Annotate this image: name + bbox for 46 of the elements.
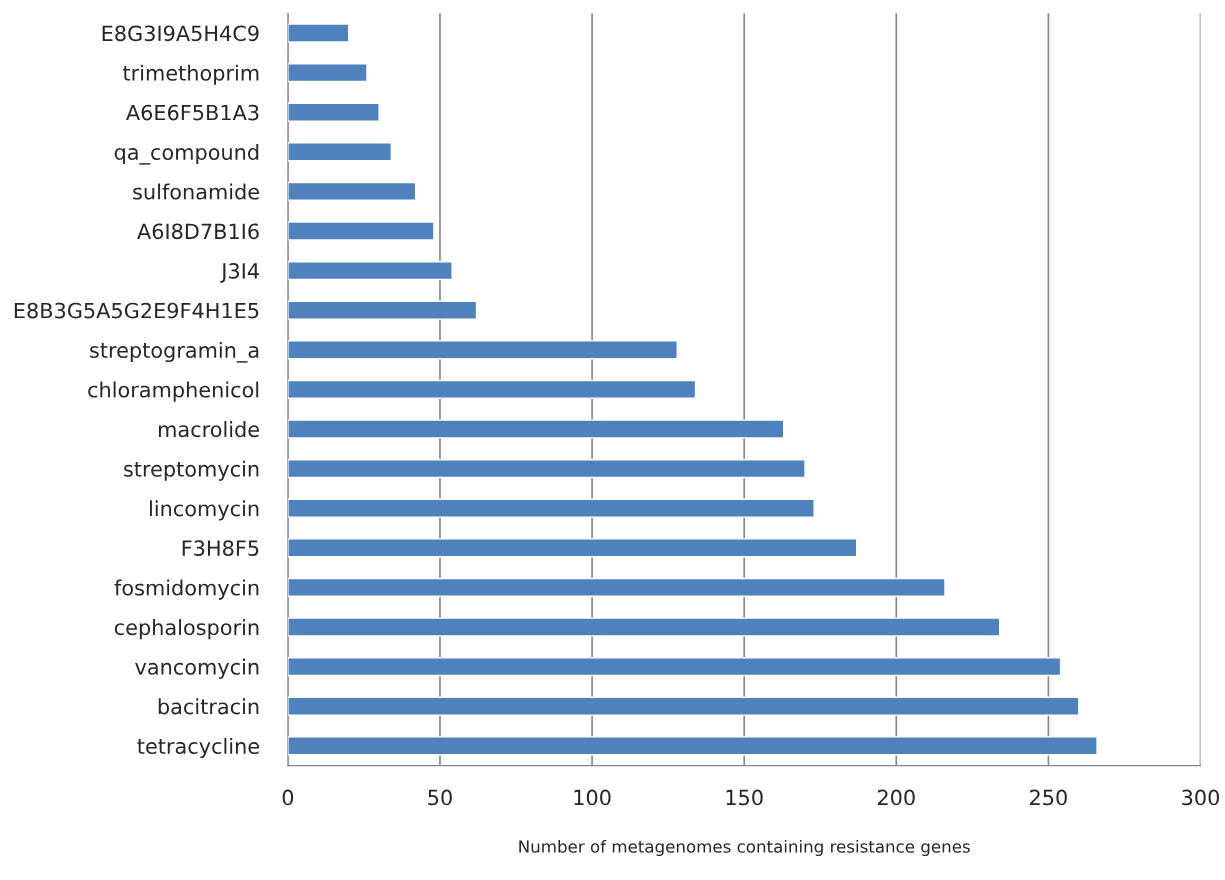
bar <box>287 538 858 558</box>
bar <box>287 498 815 518</box>
y-tick-label: chloramphenicol <box>88 381 259 402</box>
x-tick-label: 150 <box>726 789 763 806</box>
bar <box>287 221 435 241</box>
y-tick-label: tetracycline <box>137 737 259 759</box>
bar <box>287 696 1080 716</box>
x-axis-title: Number of metagenomes containing resistance genes <box>519 839 970 857</box>
bar <box>287 23 350 43</box>
bar <box>287 458 806 479</box>
bar <box>287 142 393 162</box>
bar <box>287 181 417 202</box>
y-tick-label: sulfonamide <box>133 183 259 200</box>
bar <box>287 617 1001 637</box>
y-tick-label: fosmidomycin <box>114 579 259 600</box>
y-tick-label: A6I8D7B1I6 <box>137 223 259 240</box>
y-tick-label: streptogramin_a <box>90 341 259 363</box>
y-tick-label: A6E6F5B1A3 <box>126 104 259 121</box>
x-tick-label: 300 <box>1182 789 1219 806</box>
y-tick-label: F3H8F5 <box>182 540 259 557</box>
x-tick-label: 0 <box>282 789 294 806</box>
bar <box>287 379 697 400</box>
bar <box>287 577 946 598</box>
bar <box>287 260 453 281</box>
y-tick-label: streptomycin <box>124 460 259 481</box>
y-tick-label: E8B3G5A5G2E9F4H1E5 <box>14 302 259 319</box>
bar <box>287 62 368 83</box>
x-tick-label: 100 <box>574 789 611 806</box>
y-tick-label: cephalosporin <box>114 619 259 640</box>
x-tick-label: 250 <box>1030 789 1067 806</box>
y-tick-label: J3I4 <box>220 263 259 283</box>
bar <box>287 736 1098 756</box>
bar <box>287 656 1062 677</box>
y-tick-label: vancomycin <box>135 658 259 679</box>
bar <box>287 102 380 122</box>
x-tick-label: 50 <box>428 789 452 806</box>
y-tick-label: lincomycin <box>150 500 259 521</box>
bar <box>287 419 785 439</box>
y-tick-label: bacitracin <box>158 698 259 715</box>
bar <box>287 300 478 320</box>
bar <box>287 340 678 360</box>
y-tick-label: E8G3I9A5H4C9 <box>102 25 259 42</box>
y-tick-label: qa_compound <box>114 143 259 165</box>
x-tick-label: 200 <box>877 789 915 806</box>
y-tick-label: macrolide <box>159 421 259 438</box>
y-tick-label: trimethoprim <box>123 64 259 85</box>
